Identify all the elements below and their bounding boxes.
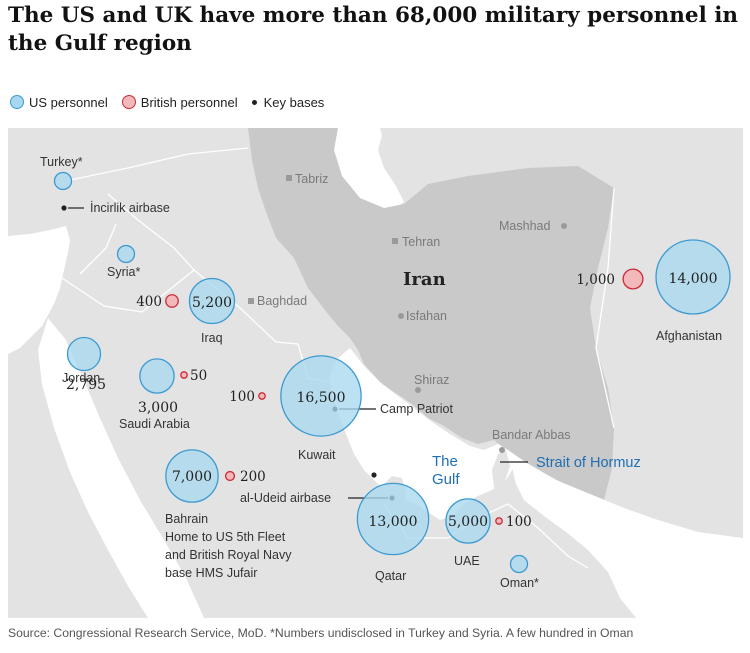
uk-personnel-layer bbox=[165, 268, 644, 525]
us-circle-syria bbox=[116, 244, 136, 264]
label-syria: Syria* bbox=[107, 265, 140, 279]
city-marker-shiraz bbox=[415, 387, 421, 393]
us-circle-saudi-arabia bbox=[139, 358, 175, 394]
city-marker-isfahan bbox=[398, 313, 404, 319]
value-uae-uk: 100 bbox=[506, 514, 532, 530]
legend-base: Key bases bbox=[251, 94, 325, 110]
city-markers bbox=[248, 175, 567, 453]
musandam-peninsula bbox=[492, 450, 510, 488]
value-kuwait-us: 16,500 bbox=[297, 390, 346, 406]
map-svg: Turkey* İncirlik airbase Syria* Tabriz T… bbox=[8, 128, 743, 618]
label-uae: UAE bbox=[454, 554, 480, 568]
base-dot-udeid-north bbox=[371, 472, 377, 478]
us-swatch-icon bbox=[10, 95, 24, 109]
value-saudi-uk: 50 bbox=[190, 368, 207, 384]
us-circle-uae bbox=[445, 498, 491, 544]
uk-circle-uae bbox=[495, 517, 503, 525]
label-shiraz: Shiraz bbox=[414, 373, 449, 387]
legend-base-label: Key bases bbox=[263, 94, 325, 110]
us-personnel-layer bbox=[53, 171, 731, 574]
value-jordan-us: 2,795 bbox=[66, 377, 106, 393]
map-title: The US and UK have more than 68,000 mili… bbox=[8, 3, 739, 56]
iran-territory bbox=[248, 128, 614, 500]
label-iran: Iran bbox=[403, 269, 446, 290]
label-incirlik: İncirlik airbase bbox=[90, 201, 170, 215]
legend-us: US personnel bbox=[10, 95, 108, 110]
legend-us-label: US personnel bbox=[29, 94, 108, 110]
label-bahrain: Bahrain bbox=[165, 512, 208, 526]
us-circle-bahrain bbox=[165, 449, 219, 503]
us-circle-qatar bbox=[356, 482, 430, 556]
map: Turkey* İncirlik airbase Syria* Tabriz T… bbox=[8, 128, 743, 618]
gulf-of-oman-water bbox=[508, 450, 743, 618]
uk-circle-kuwait bbox=[258, 392, 266, 400]
label-bandar-abbas: Bandar Abbas bbox=[492, 428, 571, 442]
label-tehran: Tehran bbox=[402, 235, 440, 249]
base-dot-incirlik bbox=[61, 205, 67, 211]
us-circle-afghanistan bbox=[655, 239, 731, 315]
border-turkey-syria bbox=[69, 147, 249, 181]
us-circle-kuwait bbox=[280, 355, 362, 437]
city-marker-tabriz bbox=[286, 175, 292, 181]
red-sea bbox=[38, 318, 204, 618]
value-qatar-us: 13,000 bbox=[369, 514, 418, 530]
value-labels: 14,000 1,000 5,200 400 2,795 3,000 50 16… bbox=[66, 271, 718, 530]
us-circle-jordan bbox=[66, 336, 102, 372]
label-the-gulf-2: Gulf bbox=[432, 471, 460, 488]
value-afghanistan-uk: 1,000 bbox=[576, 272, 615, 288]
border-saudi-north bbox=[61, 269, 299, 345]
legend-uk-label: British personnel bbox=[140, 94, 238, 110]
label-al-udeid: al-Udeid airbase bbox=[240, 491, 331, 505]
label-afghanistan: Afghanistan bbox=[656, 329, 722, 343]
label-jordan: Jordan bbox=[62, 371, 100, 385]
border-iran-afghanistan bbox=[595, 187, 615, 429]
uk-circle-iraq bbox=[165, 294, 179, 308]
us-circle-oman bbox=[509, 554, 529, 574]
value-uae-us: 5,000 bbox=[448, 514, 488, 530]
uk-circle-afghanistan bbox=[622, 268, 644, 290]
label-bahrain-note-3: base HMS Jufair bbox=[165, 566, 257, 580]
city-marker-mashhad bbox=[561, 223, 567, 229]
uk-circle-saudi-arabia bbox=[180, 371, 188, 379]
value-iraq-us: 5,200 bbox=[192, 295, 232, 311]
uk-circle-bahrain bbox=[224, 470, 236, 482]
place-labels: Turkey* İncirlik airbase Syria* Tabriz T… bbox=[40, 155, 722, 590]
border-jordan bbox=[79, 223, 117, 275]
city-marker-bandar-abbas bbox=[499, 447, 505, 453]
label-oman: Oman* bbox=[500, 576, 539, 590]
the-gulf-water bbox=[330, 348, 516, 520]
city-marker-baghdad bbox=[248, 298, 254, 304]
label-the-gulf-1: The bbox=[432, 453, 458, 470]
label-saudi-arabia: Saudi Arabia bbox=[119, 417, 190, 431]
uk-swatch-icon bbox=[121, 95, 136, 109]
label-iraq: Iraq bbox=[201, 331, 223, 345]
label-baghdad: Baghdad bbox=[257, 294, 307, 308]
label-bahrain-note-1: Home to US 5th Fleet bbox=[165, 530, 286, 544]
value-afghanistan-us: 14,000 bbox=[669, 271, 718, 287]
us-circle-iraq bbox=[188, 277, 236, 325]
value-saudi-us: 3,000 bbox=[138, 400, 178, 416]
label-bahrain-note-2: and British Royal Navy bbox=[165, 548, 292, 562]
mediterranean-sea bbox=[8, 226, 70, 354]
legend-uk: British personnel bbox=[121, 94, 238, 110]
label-turkey: Turkey* bbox=[40, 155, 83, 169]
city-marker-tehran bbox=[392, 238, 398, 244]
border-syria-iraq bbox=[107, 193, 195, 271]
value-bahrain-uk: 200 bbox=[240, 469, 266, 485]
label-kuwait: Kuwait bbox=[298, 448, 336, 462]
source-note: Source: Congressional Research Service, … bbox=[8, 626, 634, 640]
label-mashhad: Mashhad bbox=[499, 219, 550, 233]
legend: US personnel British personnel Key bases bbox=[10, 93, 338, 111]
base-dot-icon bbox=[251, 99, 257, 105]
value-bahrain-us: 7,000 bbox=[172, 469, 212, 485]
label-qatar: Qatar bbox=[375, 569, 406, 583]
label-tabriz: Tabriz bbox=[295, 172, 328, 186]
label-camp-patriot: Camp Patriot bbox=[380, 402, 453, 416]
us-circle-turkey bbox=[53, 171, 73, 191]
value-iraq-uk: 400 bbox=[136, 294, 162, 310]
value-kuwait-uk: 100 bbox=[229, 389, 255, 405]
label-isfahan: Isfahan bbox=[406, 309, 447, 323]
label-strait-of-hormuz: Strait of Hormuz bbox=[536, 455, 641, 471]
